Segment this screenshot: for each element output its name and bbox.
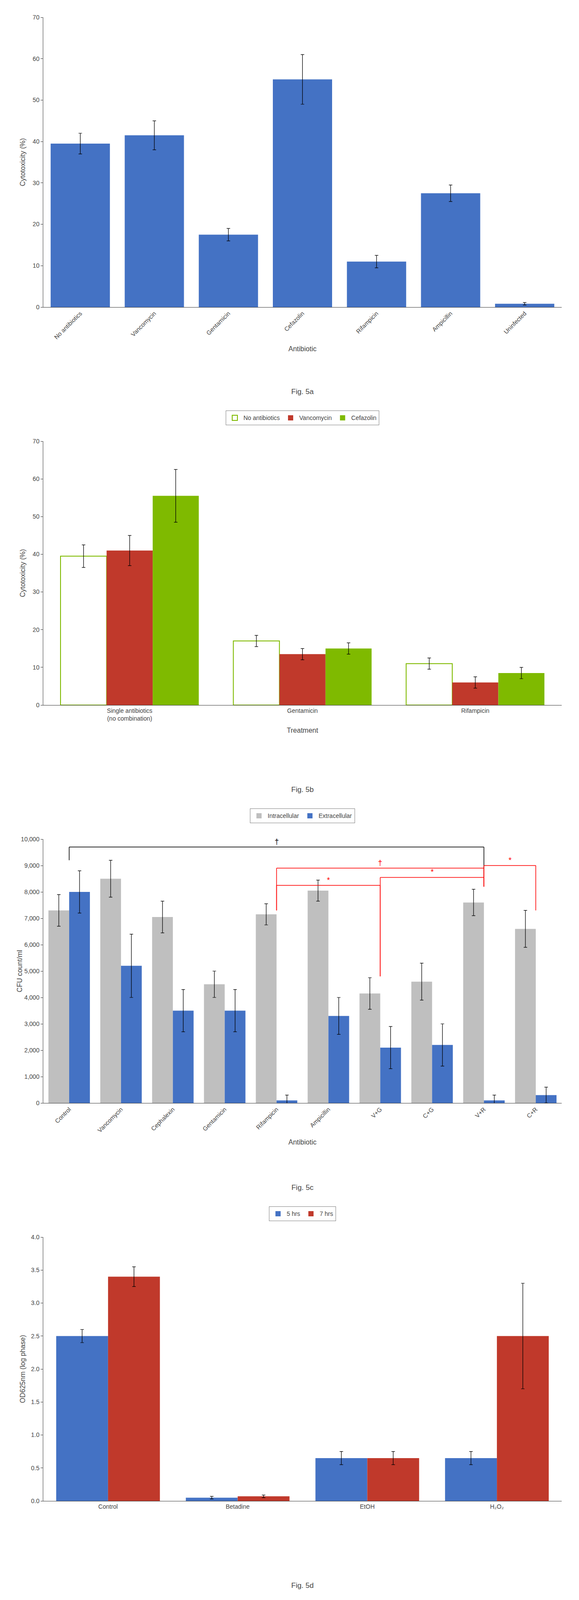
svg-text:Gentamicin: Gentamicin: [287, 706, 318, 714]
svg-text:H₂O₂: H₂O₂: [489, 1502, 504, 1510]
svg-text:Vancomycin: Vancomycin: [95, 1105, 125, 1134]
svg-text:2,000: 2,000: [24, 1046, 40, 1054]
svg-text:No antibiotics: No antibiotics: [52, 310, 84, 341]
svg-text:20: 20: [32, 626, 40, 634]
svg-text:OD625nm (log phase): OD625nm (log phase): [19, 1334, 27, 1403]
svg-text:3.5: 3.5: [31, 1266, 40, 1274]
svg-text:Rifampicin: Rifampicin: [254, 1105, 280, 1131]
svg-text:60: 60: [32, 55, 40, 63]
svg-text:*: *: [326, 875, 330, 885]
svg-text:Cytotoxicity (%): Cytotoxicity (%): [19, 548, 27, 597]
svg-text:60: 60: [32, 475, 40, 483]
svg-text:Betadine: Betadine: [225, 1502, 250, 1510]
svg-text:5 hrs: 5 hrs: [286, 1209, 301, 1217]
svg-text:V+R: V+R: [473, 1105, 487, 1120]
svg-text:30: 30: [32, 179, 40, 187]
svg-text:1,000: 1,000: [24, 1072, 40, 1080]
svg-text:Antibiotic: Antibiotic: [288, 345, 317, 353]
svg-text:9,000: 9,000: [24, 861, 40, 869]
svg-text:V+G: V+G: [369, 1105, 384, 1120]
svg-text:*: *: [508, 855, 512, 865]
svg-text:40: 40: [32, 550, 40, 558]
svg-text:70: 70: [32, 13, 40, 21]
svg-text:10,000: 10,000: [20, 835, 40, 843]
svg-text:30: 30: [32, 588, 40, 595]
svg-text:Gentamicin: Gentamicin: [204, 310, 232, 337]
svg-text:5,000: 5,000: [24, 967, 40, 975]
svg-text:6,000: 6,000: [24, 940, 40, 948]
svg-text:Cytotoxicity (%): Cytotoxicity (%): [19, 137, 27, 186]
svg-text:C+G: C+G: [421, 1105, 436, 1120]
svg-text:50: 50: [32, 96, 40, 104]
svg-text:Control: Control: [53, 1105, 73, 1125]
svg-text:C+R: C+R: [525, 1105, 539, 1120]
svg-text:40: 40: [32, 137, 40, 145]
svg-text:*: *: [430, 867, 434, 877]
svg-text:†: †: [377, 858, 383, 867]
svg-text:20: 20: [32, 220, 40, 228]
svg-text:Treatment: Treatment: [286, 726, 319, 734]
svg-text:3.0: 3.0: [31, 1298, 40, 1306]
svg-text:0: 0: [35, 1099, 40, 1107]
svg-text:Rifampicin: Rifampicin: [460, 706, 490, 714]
svg-text:Gentamicin: Gentamicin: [201, 1105, 228, 1133]
svg-text:0.5: 0.5: [31, 1464, 40, 1472]
svg-text:No antibiotics: No antibiotics: [243, 414, 280, 422]
svg-text:1.5: 1.5: [31, 1397, 40, 1405]
svg-text:7,000: 7,000: [24, 914, 40, 922]
svg-text:EtOH: EtOH: [359, 1502, 375, 1510]
svg-text:Rifampicin: Rifampicin: [354, 310, 380, 336]
svg-text:Cefazolin: Cefazolin: [351, 414, 377, 422]
svg-text:7 hrs: 7 hrs: [319, 1209, 333, 1217]
svg-text:2.5: 2.5: [31, 1332, 40, 1340]
svg-text:Fig. 5d: Fig. 5d: [291, 1580, 314, 1590]
svg-text:Ampicillin: Ampicillin: [308, 1105, 332, 1129]
svg-text:2.0: 2.0: [31, 1365, 40, 1373]
svg-text:0: 0: [35, 701, 40, 709]
svg-text:50: 50: [32, 512, 40, 520]
svg-text:Ampicillin: Ampicillin: [430, 310, 454, 333]
svg-text:Antibiotic: Antibiotic: [288, 1138, 317, 1146]
svg-text:Intracellular: Intracellular: [267, 812, 300, 819]
svg-text:Control: Control: [98, 1502, 118, 1510]
svg-text:70: 70: [32, 437, 40, 445]
svg-text:Cephalexin: Cephalexin: [149, 1105, 176, 1133]
svg-text:Fig. 5a: Fig. 5a: [291, 387, 315, 396]
svg-text:8,000: 8,000: [24, 888, 40, 896]
svg-text:3,000: 3,000: [24, 1020, 40, 1027]
svg-text:CFU count/ml: CFU count/ml: [15, 949, 24, 992]
svg-text:4,000: 4,000: [24, 993, 40, 1001]
svg-text:Fig. 5c: Fig. 5c: [291, 1183, 314, 1192]
svg-text:Vancomycin: Vancomycin: [129, 310, 158, 339]
svg-text:Fig. 5b: Fig. 5b: [291, 785, 314, 794]
svg-text:Single antibiotics(no combinat: Single antibiotics(no combination): [106, 706, 153, 722]
svg-text:Vancomycin: Vancomycin: [299, 414, 332, 422]
svg-text:4.0: 4.0: [31, 1233, 40, 1241]
svg-text:Uninfected: Uninfected: [502, 310, 528, 336]
svg-text:†: †: [274, 837, 279, 846]
svg-text:10: 10: [32, 663, 40, 671]
svg-text:10: 10: [32, 262, 40, 269]
svg-text:0: 0: [35, 303, 40, 311]
svg-text:Cefazolin: Cefazolin: [282, 310, 306, 333]
svg-text:0.0: 0.0: [31, 1497, 40, 1504]
svg-text:Extracellular: Extracellular: [318, 812, 352, 819]
svg-text:1.0: 1.0: [31, 1430, 40, 1438]
